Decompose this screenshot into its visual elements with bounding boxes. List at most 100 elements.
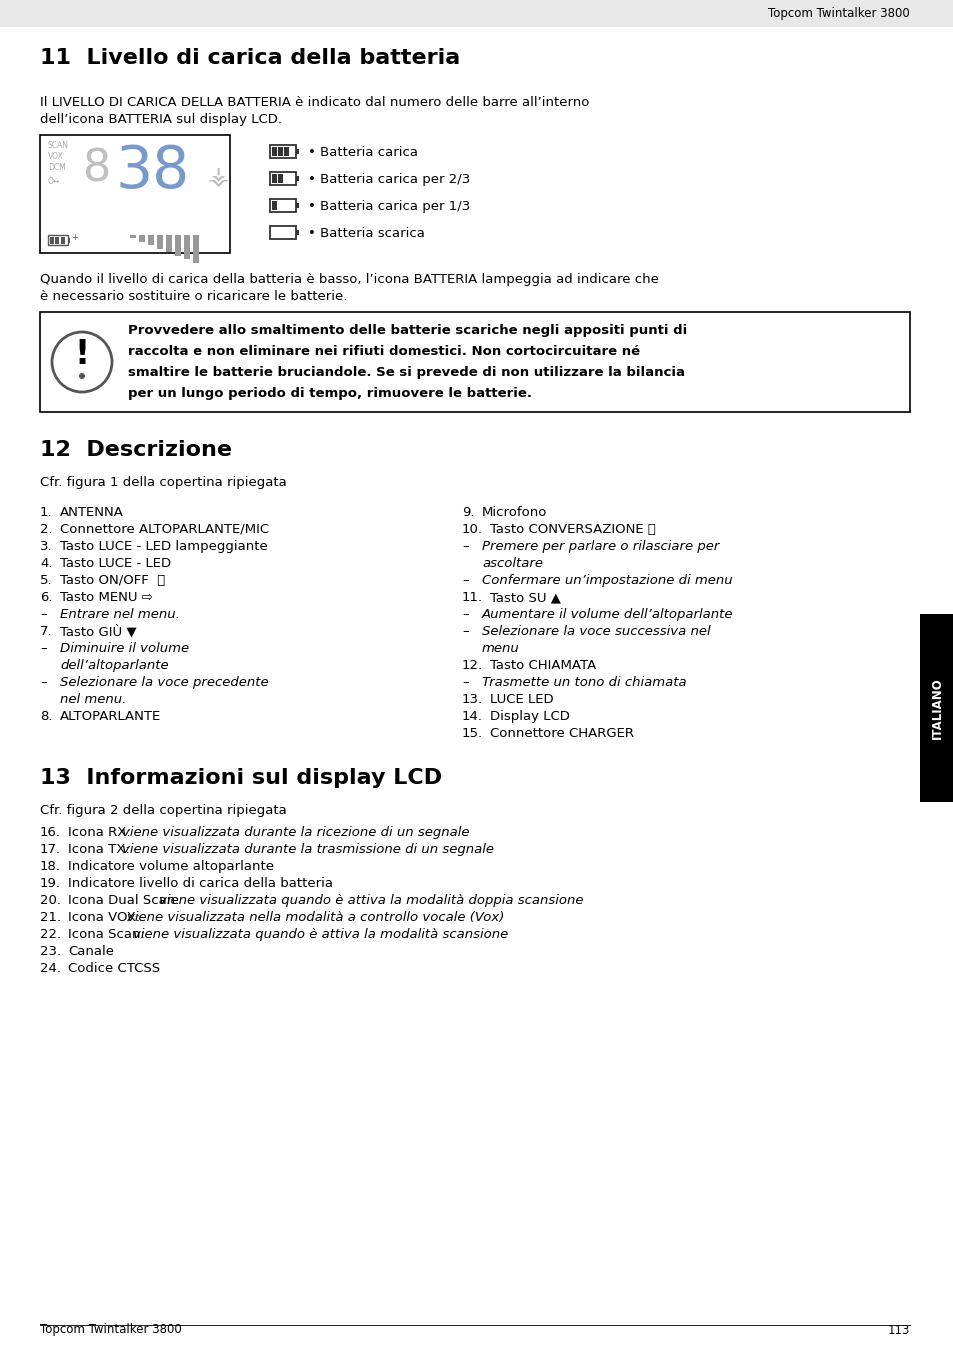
Text: –: – [40,676,47,688]
Text: viene visualizzata quando è attiva la modalità doppia scansione: viene visualizzata quando è attiva la mo… [159,894,583,907]
Text: Premere per parlare o rilasciare per: Premere per parlare o rilasciare per [481,540,719,553]
Text: 11  Livello di carica della batteria: 11 Livello di carica della batteria [40,49,459,68]
Text: Selezionare la voce precedente: Selezionare la voce precedente [60,676,269,688]
Bar [166,235,172,252]
Text: 19.: 19. [40,878,61,890]
Text: è necessario sostituire o ricaricare le batterie.: è necessario sostituire o ricaricare le … [40,290,347,302]
Bar [193,235,199,262]
Text: SCAN: SCAN [48,140,69,150]
Text: 6.: 6. [40,591,52,603]
Text: Canale: Canale [68,945,113,958]
Text: O↔: O↔ [48,177,60,186]
Text: Connettore CHARGER: Connettore CHARGER [490,728,634,740]
Text: Tasto CONVERSAZIONE Ⓜ: Tasto CONVERSAZIONE Ⓜ [490,522,656,536]
Text: • Batteria carica per 2/3: • Batteria carica per 2/3 [308,173,470,186]
Text: viene visualizzata nella modalità a controllo vocale (Vox): viene visualizzata nella modalità a cont… [127,911,504,923]
Text: 113: 113 [886,1323,909,1336]
Text: Tasto LUCE - LED: Tasto LUCE - LED [60,558,171,570]
FancyBboxPatch shape [40,135,230,252]
Text: Tasto ON/OFF  ⏻: Tasto ON/OFF ⏻ [60,574,165,587]
Text: –: – [40,643,47,655]
Text: Cfr. figura 2 della copertina ripiegata: Cfr. figura 2 della copertina ripiegata [40,805,287,817]
Text: Il LIVELLO DI CARICA DELLA BATTERIA è indicato dal numero delle barre all’intern: Il LIVELLO DI CARICA DELLA BATTERIA è in… [40,96,589,109]
Text: dell’icona BATTERIA sul display LCD.: dell’icona BATTERIA sul display LCD. [40,113,282,126]
Text: Icona VOX:: Icona VOX: [68,911,144,923]
Text: Cfr. figura 1 della copertina ripiegata: Cfr. figura 1 della copertina ripiegata [40,477,287,489]
Text: 2.: 2. [40,522,52,536]
Text: 5.: 5. [40,574,52,587]
Text: 16.: 16. [40,826,61,838]
Text: Icona Dual Scan:: Icona Dual Scan: [68,894,184,907]
Text: raccolta e non eliminare nei rifiuti domestici. Non cortocircuitare né: raccolta e non eliminare nei rifiuti dom… [128,346,639,358]
Text: Tasto SU ▲: Tasto SU ▲ [490,591,560,603]
Text: 4.: 4. [40,558,52,570]
Text: Indicatore volume altoparlante: Indicatore volume altoparlante [68,860,274,873]
Text: 22.: 22. [40,927,61,941]
Text: 12  Descrizione: 12 Descrizione [40,440,232,460]
Text: –: – [461,676,468,688]
Text: Tasto CHIAMATA: Tasto CHIAMATA [490,659,596,672]
Text: Selezionare la voce successiva nel: Selezionare la voce successiva nel [481,625,710,639]
Bar [295,148,299,154]
Text: 15.: 15. [461,728,482,740]
Text: 11.: 11. [461,591,482,603]
Text: Connettore ALTOPARLANTE/MIC: Connettore ALTOPARLANTE/MIC [60,522,269,536]
Text: 13  Informazioni sul display LCD: 13 Informazioni sul display LCD [40,768,441,788]
Text: –: – [461,574,468,587]
Text: smaltire le batterie bruciandole. Se si prevede di non utilizzare la bilancia: smaltire le batterie bruciandole. Se si … [128,366,684,379]
Text: per un lungo periodo di tempo, rimuovere le batterie.: per un lungo periodo di tempo, rimuovere… [128,387,532,400]
Bar [55,236,59,243]
Text: Microfono: Microfono [481,506,547,518]
Text: !: ! [74,338,90,370]
Text: Icona RX:: Icona RX: [68,826,135,838]
Text: menu: menu [481,643,519,655]
Bar [295,202,299,208]
Text: 18.: 18. [40,860,61,873]
Bar [295,176,299,181]
Bar [157,235,163,248]
Bar [50,236,54,243]
Text: Diminuire il volume: Diminuire il volume [60,643,189,655]
Text: Icona Scan:: Icona Scan: [68,927,149,941]
Bar [272,174,276,184]
Text: 17.: 17. [40,842,61,856]
Bar [184,235,190,259]
Text: 21.: 21. [40,911,61,923]
Bar [278,174,283,184]
Text: 10.: 10. [461,522,482,536]
Text: Entrare nel menu.: Entrare nel menu. [60,608,180,621]
Text: 8: 8 [83,147,112,190]
Text: ITALIANO: ITALIANO [929,678,943,738]
Text: nel menu.: nel menu. [60,693,126,706]
Text: 1.: 1. [40,506,52,518]
Text: 14.: 14. [461,710,482,724]
Text: –: – [461,540,468,553]
Text: –: – [461,625,468,639]
Text: Display LCD: Display LCD [490,710,569,724]
Bar [68,238,71,243]
Text: Tasto GIÙ ▼: Tasto GIÙ ▼ [60,625,136,639]
FancyBboxPatch shape [919,614,953,802]
Text: Provvedere allo smaltimento delle batterie scariche negli appositi punti di: Provvedere allo smaltimento delle batter… [128,324,686,338]
Text: VOX: VOX [48,153,64,161]
Text: 24.: 24. [40,963,61,975]
Bar [270,225,295,239]
Text: Confermare un’impostazione di menu: Confermare un’impostazione di menu [481,574,732,587]
Text: Codice CTCSS: Codice CTCSS [68,963,160,975]
Text: –: – [461,608,468,621]
Bar [278,147,283,157]
Text: 13.: 13. [461,693,482,706]
Text: • Batteria carica: • Batteria carica [308,146,417,159]
Bar [48,235,68,244]
Text: ALTOPARLANTE: ALTOPARLANTE [60,710,161,724]
Bar [139,235,145,242]
Bar [130,235,136,238]
Text: 9.: 9. [461,506,474,518]
Text: DCM: DCM [48,163,66,171]
Text: • Batteria carica per 1/3: • Batteria carica per 1/3 [308,200,470,213]
Circle shape [79,373,85,379]
Text: ANTENNA: ANTENNA [60,506,124,518]
Text: ⚶: ⚶ [208,165,229,189]
Text: Topcom Twintalker 3800: Topcom Twintalker 3800 [767,8,909,20]
Text: 38: 38 [116,143,190,200]
